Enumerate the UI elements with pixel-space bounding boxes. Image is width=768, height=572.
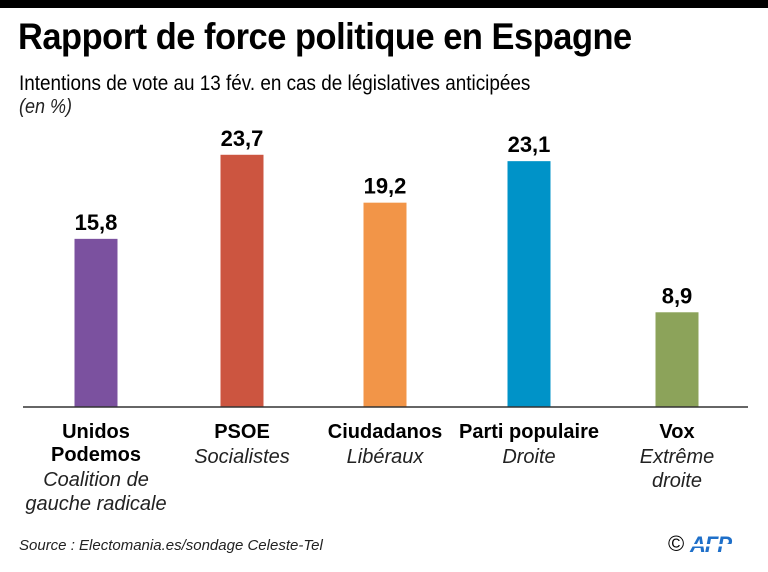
value-label: 23,7 (221, 126, 264, 151)
category-label: PSOE (142, 421, 342, 444)
bar-psoe (220, 154, 264, 407)
source-note: Source : Electomania.es/sondage Celeste-… (19, 537, 323, 554)
category-name-line: Vox (659, 421, 695, 443)
category-description-line: droite (651, 470, 703, 492)
bar-vox (655, 312, 699, 407)
category-description-line: Coalition de (43, 469, 149, 491)
category-description: Coalition de gauche radicale (0, 468, 196, 516)
value-label: 15,8 (75, 210, 118, 235)
category-label: Unidos Podemos (0, 421, 196, 467)
value-label: 23,1 (508, 132, 551, 157)
credit: © AFP (668, 531, 748, 557)
bar-unidos-podemos (74, 238, 118, 407)
category-name-line: Podemos (50, 444, 142, 466)
value-label: 19,2 (364, 174, 407, 199)
category-name-line: Unidos (62, 421, 130, 443)
category-description: Extrême droite (577, 445, 768, 493)
category-description-line: gauche radicale (25, 493, 167, 515)
value-labels-group: 15,8 23,7 19,2 23,1 8,9 (75, 126, 693, 309)
category-description-line: Socialistes (194, 446, 290, 468)
copyright-symbol: © (668, 531, 685, 556)
category-label: Parti populaire (429, 421, 629, 444)
category-name-line: Parti populaire (458, 421, 600, 443)
category-name-line: PSOE (214, 421, 270, 443)
afp-logo-icon: AFP (688, 533, 745, 555)
category-label: Vox (577, 421, 768, 444)
bars-group (74, 154, 699, 407)
category-description: Libéraux (285, 445, 485, 469)
value-label: 8,9 (662, 283, 693, 308)
category-description: Socialistes (142, 445, 342, 469)
category-description-line: Droite (502, 446, 556, 468)
unit-label: (en %) (19, 96, 73, 118)
chart-subtitle: Intentions de vote au 13 fév. en cas de … (19, 72, 531, 95)
category-description-line: Extrême (639, 446, 715, 468)
bar-parti-populaire (507, 161, 551, 407)
category-description-line: Libéraux (346, 446, 424, 468)
top-bar (0, 0, 768, 8)
bar-ciudadanos (363, 202, 407, 407)
chart-title: Rapport de force politique en Espagne (18, 16, 632, 57)
category-label: Ciudadanos (285, 421, 485, 444)
category-description: Droite (429, 445, 629, 469)
category-name-line: Ciudadanos (327, 421, 443, 443)
